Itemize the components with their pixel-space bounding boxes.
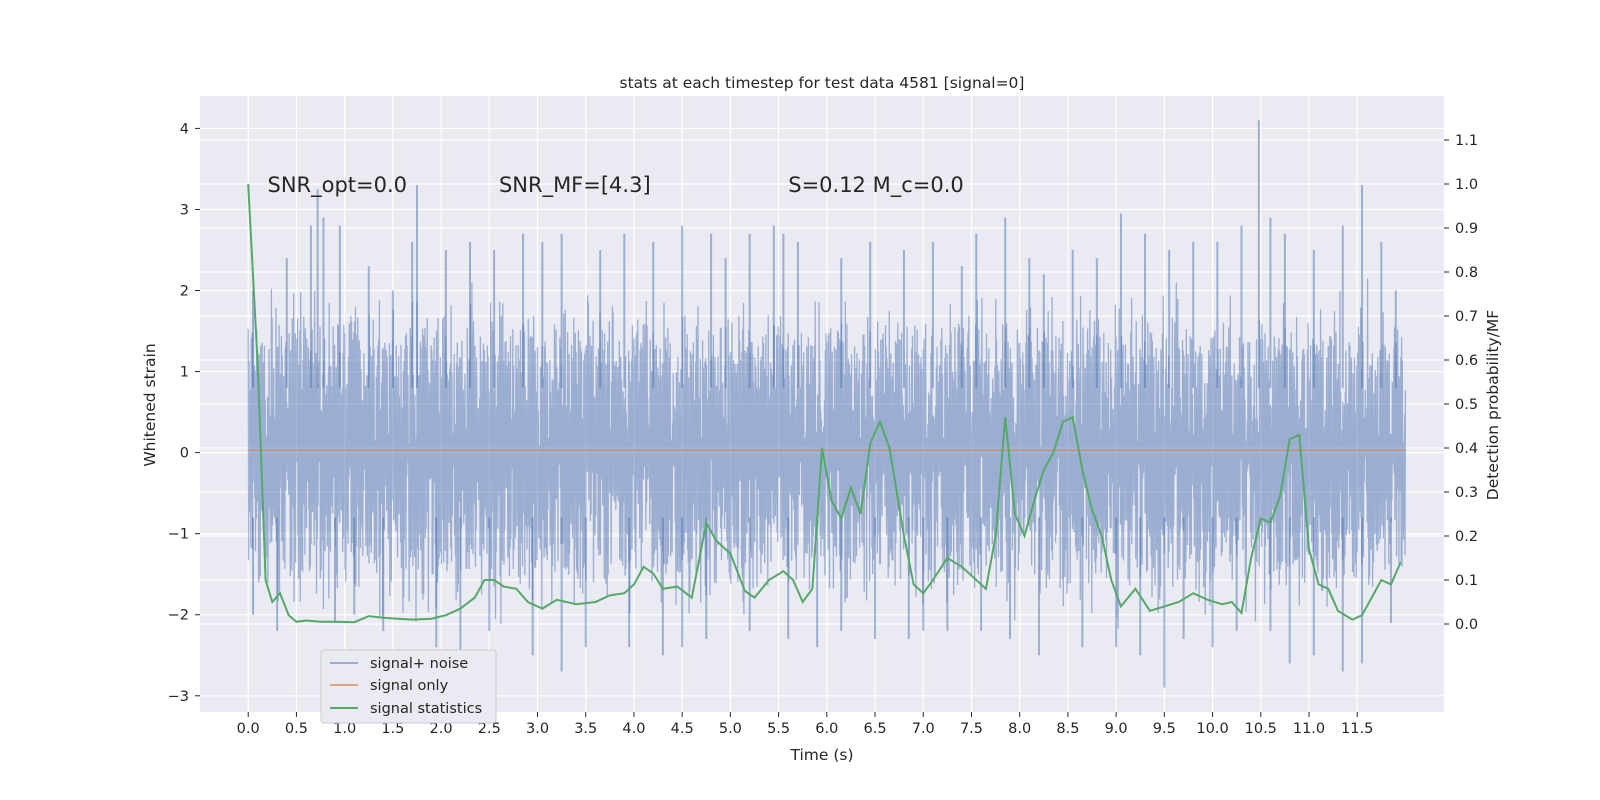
y-right-tick-label: 0.0 [1455,617,1478,633]
y-tick-label: 3 [180,202,189,218]
chart-title: stats at each timestep for test data 458… [620,74,1025,92]
y-axis-title: Whitened strain [141,343,159,466]
y-axis-right-title: Detection probability/MF [1484,310,1502,501]
annotation-text: S=0.12 M_c=0.0 [788,173,964,198]
x-tick-label: 6.0 [815,721,838,737]
y-tick-label: −2 [168,608,189,624]
legend-box [320,649,497,724]
legend-label-signal-statistics: signal statistics [370,701,482,717]
x-tick-label: 8.0 [1008,721,1031,737]
signal-statistics-line [247,183,1402,624]
y-right-tick-label: 1.1 [1455,133,1478,149]
x-tick-label: 6.5 [864,721,887,737]
y-tick-label: 4 [180,121,189,137]
x-tick-label: 0.5 [285,721,308,737]
x-tick-label: 8.5 [1056,721,1079,737]
annotation-text: SNR_opt=0.0 [268,173,408,198]
strain-series [247,120,1407,688]
y-right-tick-label: 0.8 [1455,265,1478,281]
x-tick-label: 3.0 [526,721,549,737]
y-axis-right-ticks: 0.0 0.1 0.2 0.3 0.4 0.5 0.6 0.7 0.8 0.9 1.0 1.1 [1444,133,1478,633]
y-tick-label: −3 [168,689,189,705]
y-tick-label: 2 [180,284,189,300]
x-axis-ticks: 0.0 0.5 1.0 1.5 2.0 2.5 3.0 3.5 4.0 4.5 5.0 5.5 6.0 6… [237,712,1373,737]
y-axis-ticks: −3 −2 −1 0 1 2 3 4 [168,121,200,705]
x-tick-label: 2.0 [430,721,453,737]
legend: signal+ noise signal only signal statist… [320,649,497,724]
x-tick-label: 10.5 [1245,721,1277,737]
x-tick-label: 2.5 [478,721,501,737]
x-tick-label: 11.0 [1293,721,1325,737]
x-tick-label: 1.5 [381,721,404,737]
annotation-text: SNR_MF=[4.3] [499,173,651,198]
x-tick-label: 0.0 [237,721,260,737]
y-right-tick-label: 0.2 [1455,529,1478,545]
y-right-tick-label: 0.7 [1455,309,1478,325]
x-tick-label: 7.0 [912,721,935,737]
y-tick-label: 1 [180,365,189,381]
strain-noise-trace [247,278,1407,629]
y-right-tick-label: 0.1 [1455,573,1478,589]
y-tick-label: 0 [180,446,189,462]
x-tick-label: 1.0 [333,721,356,737]
legend-label-signal-noise: signal+ noise [370,656,468,672]
x-tick-label: 3.5 [574,721,597,737]
x-tick-label: 4.0 [622,721,645,737]
y-right-tick-label: 0.4 [1455,441,1478,457]
x-tick-label: 11.5 [1341,721,1373,737]
y-right-tick-label: 0.9 [1455,221,1478,237]
y-tick-label: −1 [168,527,189,543]
y-right-tick-label: 1.0 [1455,177,1478,193]
x-tick-label: 10.0 [1196,721,1228,737]
x-tick-label: 5.0 [719,721,742,737]
x-axis-title: Time (s) [789,746,853,764]
annotations: SNR_opt=0.0 SNR_MF=[4.3] S=0.12 M_c=0.0 [268,173,964,198]
x-tick-label: 9.5 [1153,721,1176,737]
signal-statistics-series [247,183,1402,624]
x-tick-label: 5.5 [767,721,790,737]
x-tick-label: 9.0 [1105,721,1128,737]
x-tick-label: 4.5 [671,721,694,737]
legend-label-signal-only: signal only [370,678,449,694]
y-right-tick-label: 0.6 [1455,353,1478,369]
x-tick-label: 7.5 [960,721,983,737]
y-right-tick-label: 0.5 [1455,397,1478,413]
y-right-tick-label: 0.3 [1455,485,1478,501]
